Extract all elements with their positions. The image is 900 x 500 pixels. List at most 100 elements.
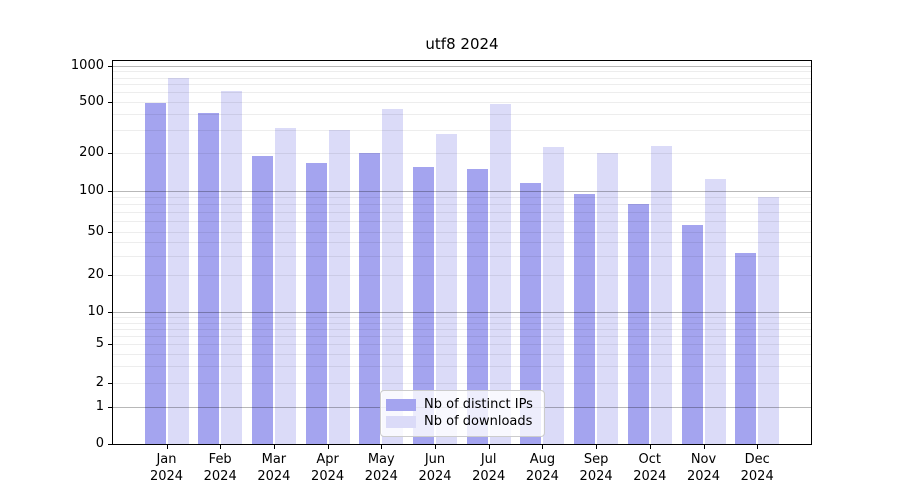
y-tick-mark-500 — [108, 101, 113, 103]
y-tick-mark-20 — [108, 275, 113, 276]
x-tick-mark-dec — [757, 445, 759, 449]
gridline-500 — [113, 101, 811, 103]
gridline-7 — [113, 328, 811, 330]
bar-distinct-ips-jul — [466, 168, 488, 444]
y-tick-mark-200 — [108, 152, 113, 154]
x-tick-label-jan: Jan 2024 — [149, 452, 184, 484]
bar-downloads-jun — [436, 134, 457, 444]
y-tick-label-1: 1 — [95, 398, 104, 414]
legend-label-distinct-ips: Nb of distinct IPs — [424, 396, 533, 412]
legend-item-distinct-ips: Nb of distinct IPs — [386, 397, 538, 413]
gridline-2 — [113, 383, 811, 385]
bar-distinct-ips-sep — [574, 194, 596, 444]
legend-item-downloads: Nb of downloads — [386, 414, 538, 430]
x-tick-label-feb: Feb 2024 — [203, 452, 237, 484]
y-tick-label-20: 20 — [87, 267, 104, 282]
legend-swatch-distinct-ips — [386, 398, 416, 411]
gridline-300 — [113, 130, 811, 132]
legend-label-downloads: Nb of downloads — [424, 414, 533, 430]
gridline-100 — [113, 191, 811, 192]
x-tick-mark-aug — [542, 445, 544, 449]
y-tick-label-5: 5 — [95, 336, 104, 352]
x-tick-mark-nov — [703, 445, 705, 449]
bar-downloads-sep — [597, 152, 619, 444]
y-tick-mark-50 — [108, 231, 113, 233]
bar-distinct-ips-oct — [627, 204, 649, 444]
x-tick-label-aug: Aug 2024 — [525, 452, 559, 484]
gridline-60 — [113, 221, 811, 222]
bar-downloads-jul — [489, 104, 511, 444]
gridline-600 — [113, 92, 811, 94]
bar-downloads-mar — [274, 128, 296, 444]
gridline-400 — [113, 114, 811, 116]
x-tick-mark-apr — [327, 445, 329, 449]
x-tick-mark-sep — [596, 445, 598, 449]
bar-distinct-ips-jan — [144, 103, 166, 444]
bar-downloads-may — [382, 108, 404, 444]
x-tick-mark-jun — [435, 445, 436, 449]
y-tick-label-2: 2 — [95, 375, 104, 391]
gridline-80 — [113, 204, 811, 206]
y-tick-mark-1 — [108, 406, 113, 408]
gridline-3 — [113, 366, 811, 367]
bar-downloads-aug — [543, 147, 565, 444]
legend: Nb of distinct IPs Nb of downloads — [380, 390, 545, 437]
bar-distinct-ips-jun — [413, 166, 434, 444]
gridline-800 — [113, 77, 811, 79]
grid-layer — [113, 61, 811, 444]
bar-downloads-feb — [221, 90, 243, 444]
y-tick-mark-1000 — [108, 66, 113, 67]
x-tick-mark-oct — [649, 445, 651, 449]
bar-distinct-ips-may — [359, 152, 381, 444]
gridline-4 — [113, 353, 811, 355]
y-tick-mark-5 — [108, 344, 113, 346]
bar-downloads-dec — [758, 197, 780, 444]
bars-layer — [113, 61, 811, 444]
bar-distinct-ips-apr — [305, 163, 327, 444]
x-tick-label-sep: Sep 2024 — [579, 452, 613, 484]
y-tick-label-200: 200 — [79, 144, 104, 160]
x-tick-mark-may — [381, 445, 383, 449]
x-tick-mark-mar — [273, 445, 275, 449]
plot-area: Nb of distinct IPs Nb of downloads — [112, 60, 812, 445]
y-tick-label-50: 50 — [87, 223, 104, 239]
gridline-90 — [113, 197, 811, 199]
gridline-1000 — [113, 66, 811, 67]
x-tick-label-apr: Apr 2024 — [311, 452, 345, 484]
x-tick-label-jul: Jul 2024 — [472, 452, 506, 484]
gridline-20 — [113, 275, 811, 276]
x-tick-label-oct: Oct 2024 — [633, 452, 667, 484]
y-tick-label-10: 10 — [87, 304, 104, 320]
bar-distinct-ips-aug — [520, 183, 542, 444]
gridline-40 — [113, 242, 811, 244]
y-tick-label-500: 500 — [79, 93, 104, 109]
bar-distinct-ips-nov — [681, 225, 703, 444]
gridline-6 — [113, 335, 811, 337]
x-tick-label-dec: Dec 2024 — [740, 452, 774, 484]
gridline-9 — [113, 317, 811, 319]
chart-title: utf8 2024 — [425, 35, 499, 53]
bar-distinct-ips-mar — [251, 155, 273, 444]
legend-swatch-downloads — [386, 416, 416, 429]
gridline-10 — [113, 312, 811, 314]
gridline-30 — [113, 255, 811, 257]
y-tick-label-0: 0 — [95, 436, 104, 451]
bar-downloads-jan — [167, 77, 189, 444]
y-tick-mark-0 — [108, 444, 113, 445]
x-tick-label-mar: Mar 2024 — [257, 452, 291, 484]
bar-distinct-ips-dec — [735, 252, 757, 444]
gridline-200 — [113, 152, 811, 154]
gridline-8 — [113, 322, 811, 324]
gridline-900 — [113, 71, 811, 73]
gridline-50 — [113, 231, 811, 233]
gridline-5 — [113, 344, 811, 346]
x-tick-label-nov: Nov 2024 — [686, 452, 721, 484]
x-tick-mark-feb — [220, 445, 222, 449]
x-tick-mark-jul — [488, 445, 490, 449]
x-tick-label-jun: Jun 2024 — [418, 452, 452, 484]
gridline-700 — [113, 84, 811, 86]
y-tick-mark-2 — [108, 383, 113, 385]
bar-downloads-nov — [704, 178, 726, 444]
x-tick-mark-jan — [166, 445, 168, 449]
